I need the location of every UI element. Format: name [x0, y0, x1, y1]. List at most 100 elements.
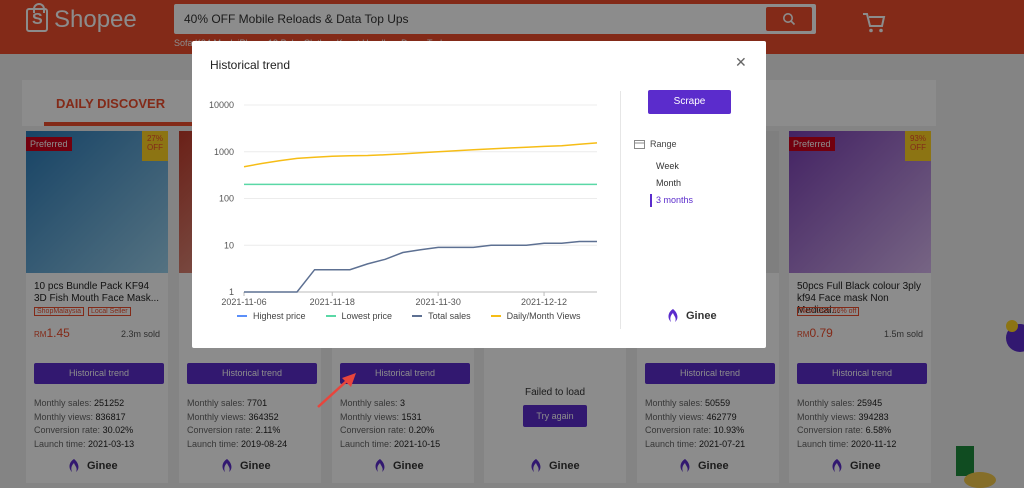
ginee-label: Ginee	[393, 460, 424, 472]
product-stats: Monthly sales: 50559 Monthly views: 4627…	[645, 397, 745, 451]
monthly-views: 1531	[401, 411, 422, 422]
y-tick-label: 10	[224, 240, 234, 250]
stat-label: Monthly sales:	[797, 398, 855, 408]
monthly-views: 462779	[706, 411, 737, 422]
ginee-icon	[375, 459, 385, 472]
launch-time: 2020-11-12	[851, 438, 897, 449]
chart-legend: Highest price Lowest price Total sales D…	[237, 311, 600, 321]
stat-label: Monthly sales:	[187, 398, 245, 408]
historical-trend-button[interactable]: Historical trend	[34, 363, 164, 384]
search-icon	[783, 13, 796, 26]
range-option-week[interactable]: Week	[656, 161, 679, 171]
monthly-sales: 25945	[857, 398, 883, 408]
range-label: Range	[650, 139, 677, 149]
discount-badge: 27% OFF	[142, 131, 168, 161]
legend-item[interactable]: Lowest price	[325, 311, 393, 321]
ginee-icon	[680, 459, 690, 472]
search-bar[interactable]: 40% OFF Mobile Reloads & Data Top Ups	[174, 4, 816, 34]
search-button[interactable]	[766, 7, 812, 31]
series-line-total-sales	[244, 240, 597, 293]
stat-label: Conversion rate:	[187, 425, 254, 435]
ginee-logo[interactable]: Ginee	[219, 458, 271, 474]
floating-widget[interactable]	[1000, 312, 1024, 360]
ginee-logo[interactable]: Ginee	[829, 458, 881, 474]
product-card[interactable]: Preferred 93% OFF 50pcs Full Black colou…	[789, 131, 931, 483]
shopee-logo[interactable]: S Shopee	[26, 3, 137, 34]
monthly-views: 364352	[248, 411, 279, 422]
legend-item[interactable]: Total sales	[412, 311, 471, 321]
monthly-sales: 251252	[94, 398, 125, 408]
launch-time: 2021-07-21	[699, 438, 746, 449]
product-tag: Local Seller	[87, 307, 131, 316]
stat-label: Launch time:	[340, 438, 392, 449]
logo-text: Shopee	[54, 6, 137, 33]
conversion-rate: 0.20%	[408, 425, 435, 435]
launch-time: 2021-10-15	[394, 438, 441, 449]
pointer-arrow-icon	[317, 373, 356, 408]
launch-time: 2019-08-24	[241, 438, 288, 449]
monthly-sales: 50559	[705, 398, 731, 408]
conversion-rate: 2.11%	[255, 425, 281, 435]
try-again-button[interactable]: Try again	[523, 405, 587, 427]
historical-trend-button[interactable]: Historical trend	[797, 363, 927, 384]
range-selector: Range Week Month 3 months	[634, 139, 693, 209]
close-icon[interactable]: ✕	[735, 54, 747, 70]
ginee-logo[interactable]: Ginee	[372, 458, 424, 474]
monthly-views: 394283	[858, 411, 889, 422]
ginee-icon	[832, 459, 842, 472]
preferred-badge: Preferred	[789, 137, 835, 151]
price-value: 0.79	[809, 326, 833, 340]
monthly-sales: 7701	[247, 398, 268, 408]
historical-trend-button[interactable]: Historical trend	[187, 363, 317, 384]
product-name: 10 pcs Bundle Pack KF94 3D Fish Mouth Fa…	[34, 281, 160, 304]
product-price: RM1.45	[34, 326, 70, 340]
conversion-rate: 6.58%	[865, 425, 892, 435]
ginee-logo[interactable]: Ginee	[66, 458, 118, 474]
shopping-bag-icon: S	[26, 3, 48, 32]
legend-label: Daily/Month Views	[506, 311, 581, 321]
y-tick-label: 10000	[209, 100, 234, 110]
ginee-label: Ginee	[549, 460, 580, 472]
legend-swatch	[325, 315, 336, 317]
conversion-rate: 10.93%	[713, 425, 745, 435]
ginee-logo[interactable]: Ginee	[528, 458, 580, 474]
ginee-logo[interactable]: Ginee	[665, 308, 717, 324]
ginee-label: Ginee	[87, 460, 118, 472]
modal-title: Historical trend	[210, 58, 291, 72]
legend-label: Highest price	[253, 311, 306, 321]
product-card[interactable]: Preferred 27% OFF 10 pcs Bundle Pack KF9…	[26, 131, 168, 483]
historical-trend-button[interactable]: Historical trend	[340, 363, 470, 384]
ginee-logo[interactable]: Ginee	[677, 458, 729, 474]
stat-label: Monthly views:	[645, 411, 705, 422]
ginee-label: Ginee	[698, 460, 729, 472]
range-option-month[interactable]: Month	[656, 178, 682, 188]
stat-label: Monthly views:	[34, 411, 94, 422]
product-tag: New User 66% off	[797, 307, 860, 316]
promo-banner-icon[interactable]	[950, 444, 996, 488]
historical-trend-button[interactable]: Historical trend	[645, 363, 775, 384]
stat-label: Monthly views:	[340, 411, 400, 422]
sold-count: 2.3m sold	[120, 329, 160, 339]
legend-label: Total sales	[428, 311, 471, 321]
stat-label: Launch time:	[645, 438, 697, 449]
legend-label: Lowest price	[341, 311, 393, 321]
product-stats: Monthly sales: 7701 Monthly views: 36435…	[187, 397, 287, 451]
x-tick-label: 2021-11-18	[310, 297, 355, 307]
ginee-label: Ginee	[686, 310, 717, 322]
y-tick-label: 1	[229, 287, 234, 297]
search-input[interactable]: 40% OFF Mobile Reloads & Data Top Ups	[184, 12, 409, 26]
scrape-button[interactable]: Scrape	[648, 90, 731, 114]
product-stats: Monthly sales: 3 Monthly views: 1531 Con…	[340, 397, 440, 451]
modal-divider	[620, 91, 621, 329]
range-option-3-months[interactable]: 3 months	[649, 192, 693, 209]
stat-label: Launch time:	[187, 438, 239, 449]
cart-icon[interactable]	[862, 12, 886, 34]
legend-swatch	[412, 315, 423, 317]
stat-label: Launch time:	[797, 438, 849, 449]
discount-badge: 93% OFF	[905, 131, 931, 161]
y-tick-label: 1000	[214, 147, 234, 157]
stat-label: Monthly views:	[187, 411, 247, 422]
legend-item[interactable]: Highest price	[237, 311, 306, 321]
legend-item[interactable]: Daily/Month Views	[490, 311, 581, 321]
preferred-badge: Preferred	[26, 137, 72, 151]
